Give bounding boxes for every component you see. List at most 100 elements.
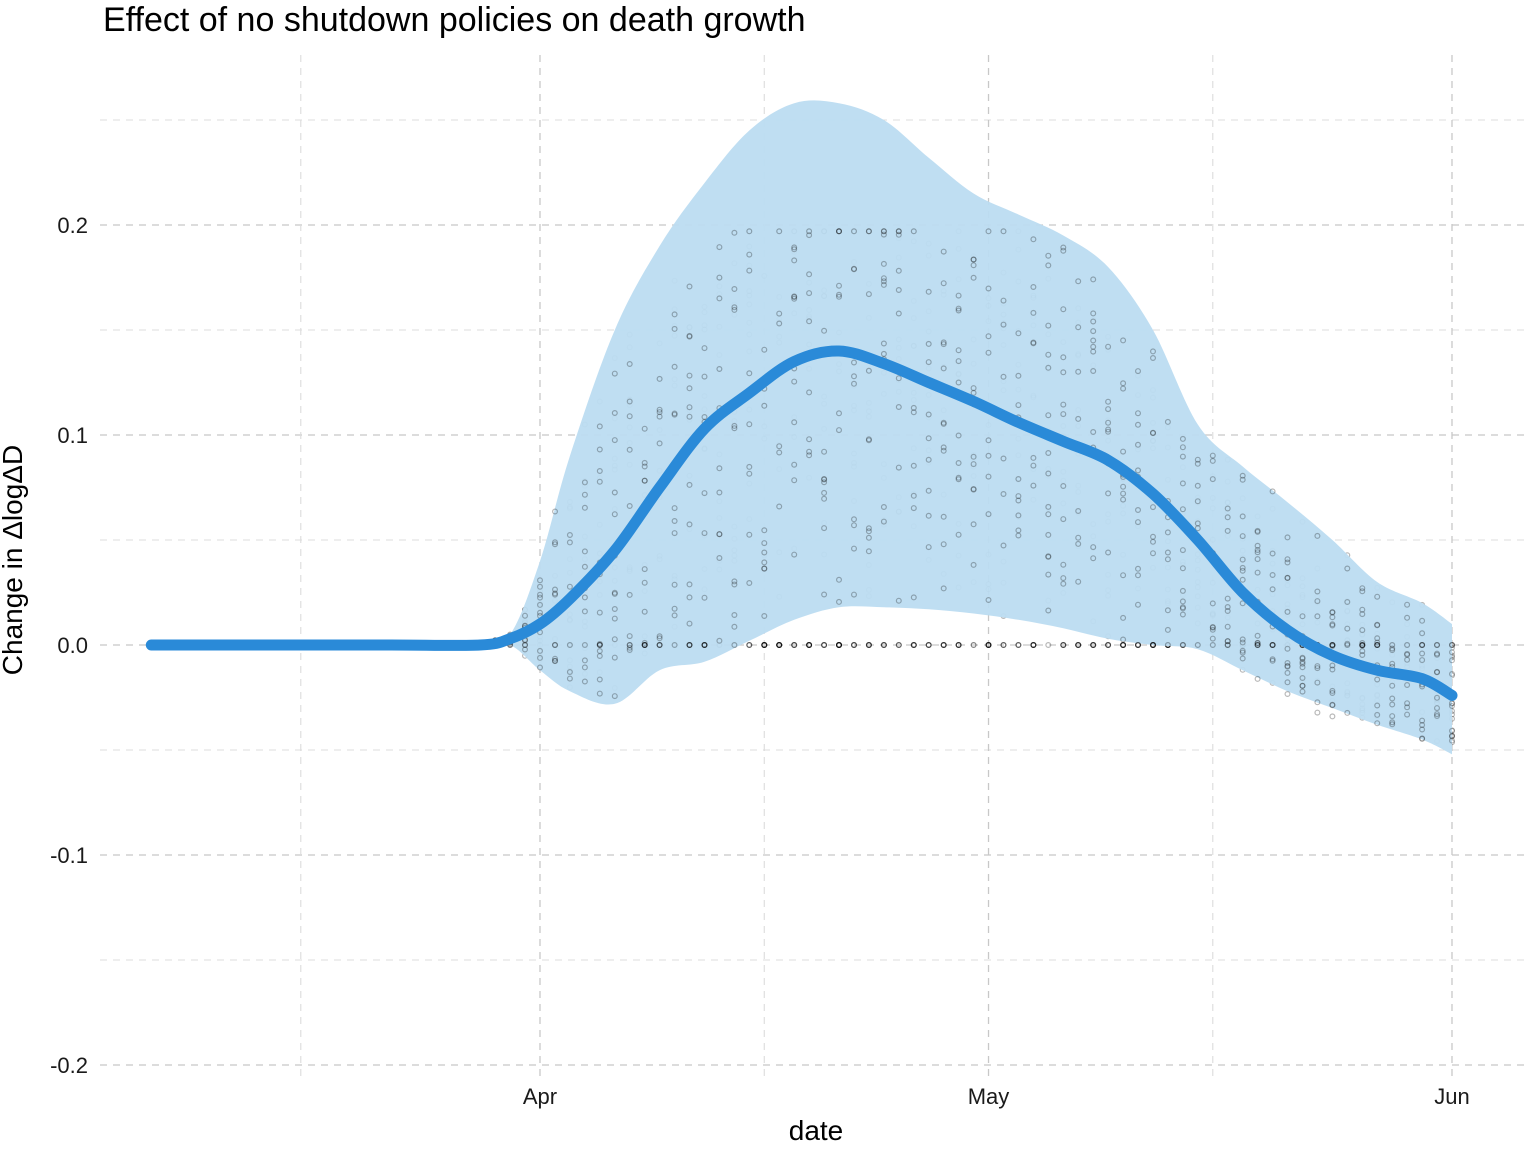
scatter-point (1329, 662, 1336, 669)
scatter-point (955, 358, 962, 365)
scatter-point (611, 636, 618, 643)
scatter-point (671, 325, 678, 332)
scatter-point (955, 641, 962, 648)
scatter-point (1314, 699, 1321, 706)
x-tick-label: May (968, 1084, 1010, 1109)
scatter-point (1105, 428, 1112, 435)
scatter-point (1134, 601, 1141, 608)
scatter-point (1149, 641, 1156, 648)
scatter-point (596, 423, 603, 430)
scatter-point (701, 490, 708, 497)
scatter-point (596, 641, 603, 648)
scatter-point (701, 373, 708, 380)
scatter-point (925, 340, 932, 347)
scatter-point (1075, 540, 1082, 547)
scatter-point (581, 479, 588, 486)
scatter-point (1314, 709, 1321, 716)
scatter-point (910, 594, 917, 601)
scatter-point (1329, 642, 1336, 649)
scatter-point (806, 641, 813, 648)
scatter-point (925, 641, 932, 648)
scatter-point (910, 641, 917, 648)
scatter-point (865, 291, 872, 298)
scatter-point (1075, 641, 1082, 648)
scatter-point (1299, 674, 1306, 681)
scatter-point (835, 641, 842, 648)
scatter-point (970, 389, 977, 396)
scatter-point (581, 641, 588, 648)
scatter-point (1419, 641, 1426, 648)
scatter-point (955, 474, 962, 481)
scatter-point (821, 495, 828, 502)
scatter-point (1359, 642, 1366, 649)
scatter-point (1179, 605, 1186, 612)
scatter-point (1090, 429, 1097, 436)
scatter-point (1254, 569, 1261, 576)
scatter-point (701, 345, 708, 352)
scatter-point (1209, 452, 1216, 459)
scatter-point (656, 406, 663, 413)
scatter-point (701, 641, 708, 648)
scatter-point (1224, 595, 1231, 602)
scatter-point (1329, 713, 1336, 720)
scatter-point (1269, 586, 1276, 593)
scatter-point (611, 489, 618, 496)
scatter-point (1000, 641, 1007, 648)
scatter-point (1239, 636, 1246, 643)
scatter-point (970, 561, 977, 568)
scatter-point (1105, 549, 1112, 556)
scatter-point (746, 641, 753, 648)
scatter-point (731, 306, 738, 313)
scatter-point (1060, 483, 1067, 490)
scatter-point (1284, 679, 1291, 686)
scatter-point (1433, 668, 1440, 675)
scatter-point (1419, 617, 1426, 624)
scatter-point (1120, 641, 1127, 648)
scatter-point (1045, 531, 1052, 538)
scatter-point (865, 228, 872, 235)
scatter-point (1120, 636, 1127, 643)
scatter-point (1000, 542, 1007, 549)
scatter-point (835, 410, 842, 417)
scatter-point (970, 461, 977, 468)
scatter-point (955, 347, 962, 354)
scatter-point (850, 641, 857, 648)
scatter-point (985, 641, 992, 648)
scatter-point (955, 641, 962, 648)
scatter-point (1329, 641, 1336, 648)
scatter-point (596, 478, 603, 485)
scatter-point (1224, 514, 1231, 521)
scatter-point (1015, 532, 1022, 539)
scatter-point (776, 641, 783, 648)
scatter-point (1060, 306, 1067, 313)
scatter-point (671, 411, 678, 418)
scatter-point (835, 291, 842, 298)
scatter-point (806, 271, 813, 278)
scatter-point (1045, 607, 1052, 614)
scatter-point (1179, 641, 1186, 648)
scatter-point (1254, 641, 1261, 648)
scatter-point (1000, 373, 1007, 380)
scatter-point (1045, 571, 1052, 578)
scatter-point (761, 565, 768, 572)
scatter-point (1134, 421, 1141, 428)
scatter-point (806, 641, 813, 648)
scatter-point (671, 517, 678, 524)
scatter-point (880, 641, 887, 648)
scatter-point (1299, 682, 1306, 689)
scatter-point (536, 654, 543, 661)
scatter-point (611, 693, 618, 700)
y-tick-label: -0.2 (50, 1053, 88, 1078)
scatter-point (1404, 614, 1411, 621)
scatter-point (686, 594, 693, 601)
scatter-point (776, 641, 783, 648)
scatter-point (835, 228, 842, 235)
scatter-point (1045, 553, 1052, 560)
scatter-point (641, 477, 648, 484)
scatter-point (1299, 613, 1306, 620)
scatter-point (1060, 369, 1067, 376)
y-tick-label: -0.1 (50, 843, 88, 868)
scatter-point (865, 437, 872, 444)
scatter-point (1060, 641, 1067, 648)
scatter-point (806, 448, 813, 455)
